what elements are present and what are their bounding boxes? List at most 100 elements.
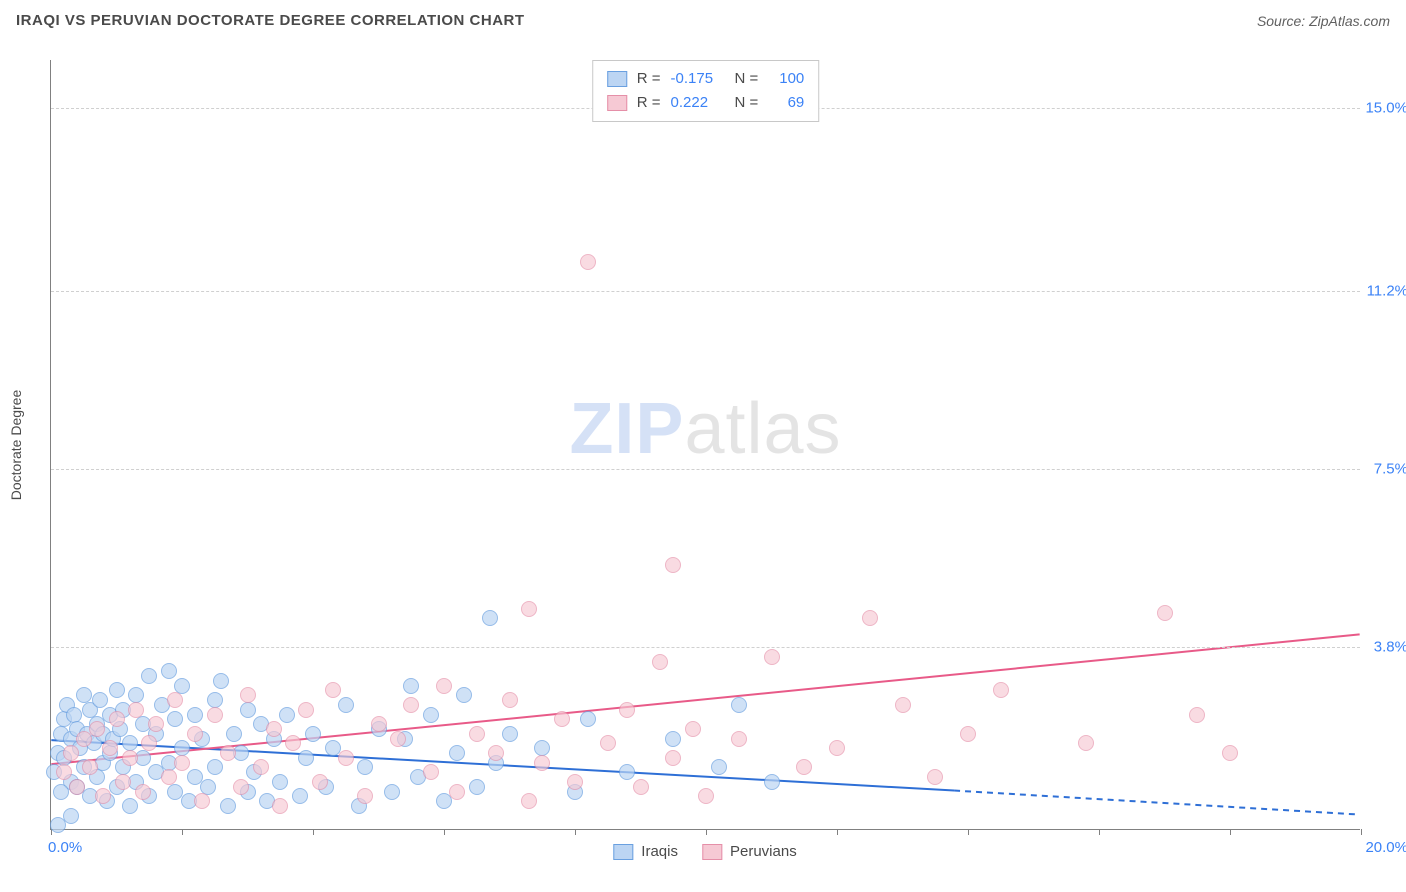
scatter-point bbox=[128, 702, 144, 718]
scatter-point bbox=[1222, 745, 1238, 761]
x-tick-mark bbox=[575, 829, 576, 835]
scatter-point bbox=[580, 711, 596, 727]
scatter-point bbox=[652, 654, 668, 670]
scatter-point bbox=[135, 784, 151, 800]
legend-correlation: R =-0.175N =100R =0.222N =69 bbox=[592, 60, 820, 122]
scatter-point bbox=[161, 769, 177, 785]
scatter-point bbox=[698, 788, 714, 804]
scatter-point bbox=[325, 682, 341, 698]
scatter-point bbox=[580, 254, 596, 270]
scatter-point bbox=[63, 808, 79, 824]
scatter-point bbox=[292, 788, 308, 804]
scatter-point bbox=[502, 726, 518, 742]
scatter-point bbox=[122, 750, 138, 766]
legend-n-label: N = bbox=[735, 67, 759, 91]
scatter-point bbox=[665, 750, 681, 766]
scatter-point bbox=[423, 707, 439, 723]
scatter-point bbox=[731, 731, 747, 747]
scatter-point bbox=[187, 707, 203, 723]
scatter-point bbox=[167, 711, 183, 727]
scatter-point bbox=[502, 692, 518, 708]
scatter-point bbox=[220, 745, 236, 761]
scatter-point bbox=[207, 707, 223, 723]
watermark: ZIPatlas bbox=[569, 388, 841, 470]
scatter-point bbox=[167, 692, 183, 708]
legend-correlation-row: R =-0.175N =100 bbox=[607, 67, 805, 91]
scatter-point bbox=[384, 784, 400, 800]
scatter-point bbox=[122, 798, 138, 814]
scatter-point bbox=[665, 731, 681, 747]
scatter-point bbox=[534, 755, 550, 771]
x-axis-max-label: 20.0% bbox=[1365, 839, 1406, 856]
scatter-point bbox=[1157, 605, 1173, 621]
gridline bbox=[51, 469, 1360, 470]
scatter-point bbox=[403, 697, 419, 713]
x-tick-mark bbox=[837, 829, 838, 835]
legend-n-label: N = bbox=[735, 91, 759, 115]
scatter-point bbox=[233, 779, 249, 795]
legend-swatch bbox=[702, 844, 722, 860]
y-tick-label: 11.2% bbox=[1367, 283, 1406, 300]
legend-n-value: 69 bbox=[768, 91, 804, 115]
scatter-point bbox=[357, 788, 373, 804]
scatter-point bbox=[829, 740, 845, 756]
scatter-point bbox=[63, 745, 79, 761]
scatter-point bbox=[456, 687, 472, 703]
x-tick-mark bbox=[182, 829, 183, 835]
scatter-point bbox=[371, 716, 387, 732]
scatter-point bbox=[109, 682, 125, 698]
scatter-point bbox=[554, 711, 570, 727]
scatter-point bbox=[213, 673, 229, 689]
chart-source: Source: ZipAtlas.com bbox=[1257, 13, 1390, 29]
scatter-point bbox=[272, 798, 288, 814]
chart-area: Doctorate Degree ZIPatlas R =-0.175N =10… bbox=[50, 60, 1360, 830]
legend-series-item: Iraqis bbox=[613, 843, 678, 860]
scatter-point bbox=[895, 697, 911, 713]
gridline bbox=[51, 291, 1360, 292]
gridline bbox=[51, 647, 1360, 648]
scatter-point bbox=[298, 750, 314, 766]
scatter-point bbox=[312, 774, 328, 790]
scatter-point bbox=[1189, 707, 1205, 723]
chart-header: IRAQI VS PERUVIAN DOCTORATE DEGREE CORRE… bbox=[16, 12, 1390, 29]
x-tick-mark bbox=[1099, 829, 1100, 835]
scatter-point bbox=[469, 726, 485, 742]
legend-r-value: -0.175 bbox=[671, 67, 725, 91]
scatter-point bbox=[1078, 735, 1094, 751]
scatter-point bbox=[862, 610, 878, 626]
scatter-point bbox=[285, 735, 301, 751]
scatter-point bbox=[482, 610, 498, 626]
x-tick-mark bbox=[706, 829, 707, 835]
plot-region: ZIPatlas R =-0.175N =100R =0.222N =69 3.… bbox=[50, 60, 1360, 830]
scatter-point bbox=[993, 682, 1009, 698]
scatter-point bbox=[927, 769, 943, 785]
legend-series-label: Peruvians bbox=[730, 843, 797, 860]
x-tick-mark bbox=[444, 829, 445, 835]
scatter-point bbox=[685, 721, 701, 737]
scatter-point bbox=[731, 697, 747, 713]
scatter-point bbox=[633, 779, 649, 795]
scatter-point bbox=[665, 557, 681, 573]
scatter-point bbox=[521, 601, 537, 617]
legend-swatch bbox=[607, 71, 627, 87]
scatter-point bbox=[469, 779, 485, 795]
scatter-point bbox=[279, 707, 295, 723]
scatter-point bbox=[220, 798, 236, 814]
scatter-point bbox=[69, 779, 85, 795]
scatter-point bbox=[240, 702, 256, 718]
scatter-point bbox=[338, 750, 354, 766]
trend-line-extrapolated bbox=[954, 791, 1360, 815]
scatter-point bbox=[449, 745, 465, 761]
y-tick-label: 15.0% bbox=[1365, 100, 1406, 117]
scatter-point bbox=[141, 735, 157, 751]
scatter-point bbox=[174, 755, 190, 771]
scatter-point bbox=[764, 649, 780, 665]
scatter-point bbox=[619, 702, 635, 718]
y-axis-label: Doctorate Degree bbox=[8, 390, 24, 501]
scatter-point bbox=[92, 692, 108, 708]
y-tick-label: 3.8% bbox=[1374, 639, 1406, 656]
scatter-point bbox=[56, 764, 72, 780]
scatter-point bbox=[357, 759, 373, 775]
scatter-point bbox=[305, 726, 321, 742]
x-axis-min-label: 0.0% bbox=[48, 839, 82, 856]
